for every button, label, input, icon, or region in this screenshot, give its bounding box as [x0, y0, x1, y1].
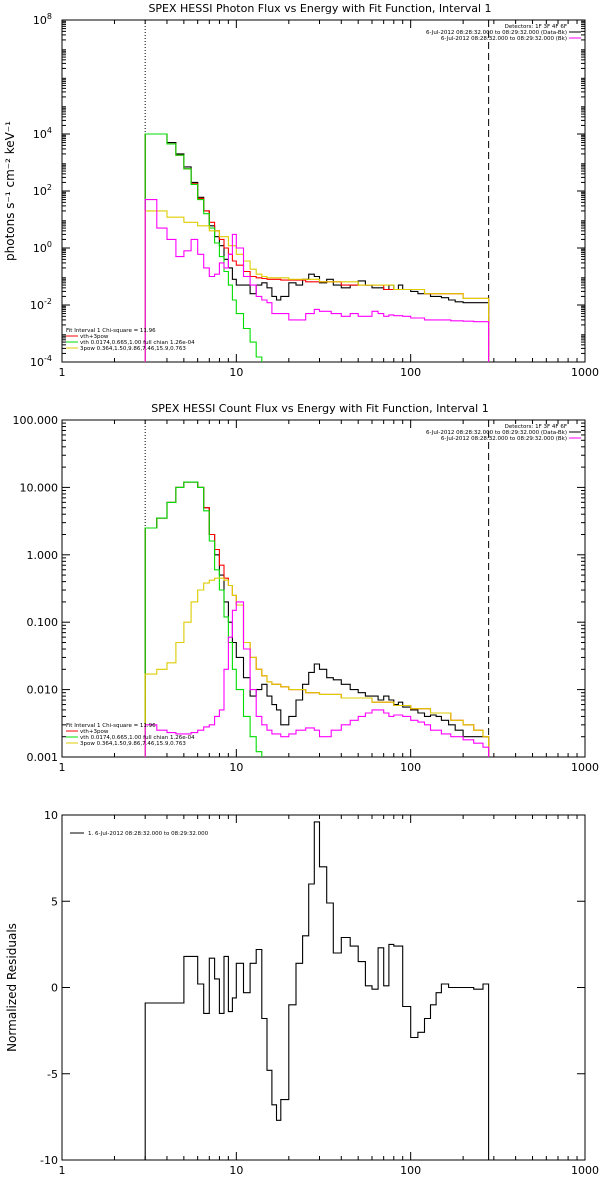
- photon-flux-legend-right-text: Detectors: 1F 3F 4F 6F: [505, 24, 567, 30]
- photon-flux-y-tick-label: 10-4: [30, 354, 52, 369]
- residuals-y-axis-label: Normalized Residuals: [5, 923, 19, 1052]
- photon-flux-legend-right-text: 6-Jul-2012 08:28:32.000 to 08:29:32.000 …: [441, 36, 567, 42]
- photon-flux-title: SPEX HESSI Photon Flux vs Energy with Fi…: [148, 2, 491, 15]
- count-flux-x-tick-label: 1000: [571, 761, 599, 774]
- photon-flux-axes-frame: [61, 19, 586, 363]
- photon-flux-x-tick-label: 10: [229, 366, 243, 379]
- residuals-x-tick-label: 10: [229, 1164, 243, 1177]
- photon-flux-series-vth: [144, 133, 263, 362]
- photon-flux-x-tick-label: 1000: [571, 366, 599, 379]
- count-flux-x-tick-label: 10: [229, 761, 243, 774]
- photon-flux-series-data-bk: [144, 133, 490, 362]
- photon-flux-series-group: [144, 133, 490, 362]
- count-flux-legend-right-text: 6-Jul-2012 08:28:32.000 to 08:29:32.000 …: [441, 436, 567, 442]
- count-flux-legend-right-text: Detectors: 1F 3F 4F 6F: [505, 424, 567, 430]
- count-flux-legend-left-text: vth 0.0174,0.665,1.00 full chian 1.26e-0…: [80, 735, 195, 741]
- count-flux-axes-frame: [61, 419, 586, 758]
- photon-flux-legend-left-text: vth+3pow: [80, 334, 109, 340]
- count-flux-series-data-bk: [144, 481, 490, 757]
- residuals-y-tick-label: -5: [47, 1068, 58, 1081]
- count-flux-legend-right-text: 6-Jul-2012 08:28:32.000 to 08:29:32.000 …: [426, 430, 567, 436]
- count-flux-y-tick-label: 0.100: [27, 616, 59, 629]
- residuals-y-tick-label: 5: [51, 895, 58, 908]
- photon-flux-x-tick-label: 100: [400, 366, 421, 379]
- count-flux-series-vth: [144, 481, 263, 757]
- count-flux-legend-left-text: vth+3pow: [80, 729, 109, 735]
- count-flux-y-tick-label: 100.000: [13, 414, 59, 427]
- count-flux-series-vth-3pow: [144, 481, 490, 757]
- residuals-legend-text: 1. 6-Jul-2012 08:28:32.000 to 08:29:32.0…: [88, 831, 209, 837]
- photon-flux-y-tick-label: 10-2: [30, 297, 52, 312]
- count-flux-legend-left-text: 3pow 0.364,1.50,9.86,7.46,15.9,0.763: [80, 741, 186, 747]
- residuals-y-tick-label: 0: [51, 982, 58, 995]
- residuals-series-1-6-jul-2012-08-28-32-000-to-08-29-32-000: [144, 821, 490, 1160]
- photon-flux-y-tick-label: 108: [33, 12, 52, 27]
- count-flux-y-tick-label: 10.000: [20, 481, 59, 494]
- count-flux-y-tick-label: 0.001: [27, 751, 59, 764]
- photon-flux-panel: SPEX HESSI Photon Flux vs Energy with Fi…: [3, 2, 599, 379]
- photon-flux-series-3pow: [144, 210, 490, 362]
- photon-flux-legend-left-text: vth 0.0174,0.665,1.00 full chian 1.26e-0…: [80, 340, 195, 346]
- photon-flux-legend-right-text: 6-Jul-2012 08:28:32.000 to 08:29:32.000 …: [426, 30, 567, 36]
- photon-flux-legend-left-text: Fit Interval 1 Chi-square = 11.96: [66, 328, 156, 334]
- photon-flux-series-vth-3pow: [144, 133, 490, 362]
- residuals-x-tick-label: 1000: [571, 1164, 599, 1177]
- photon-flux-series-bk: [144, 199, 490, 362]
- count-flux-y-tick-label: 1.000: [27, 549, 59, 562]
- count-flux-legend-left-text: Fit Interval 1 Chi-square = 11.96: [66, 723, 156, 729]
- photon-flux-y-axis-label: photons s⁻¹ cm⁻² keV⁻¹: [3, 121, 17, 261]
- count-flux-series-3pow: [144, 577, 490, 757]
- count-flux-series-bk: [144, 601, 490, 757]
- photon-flux-y-tick-label: 100: [33, 240, 52, 255]
- photon-flux-x-tick-label: 1: [59, 366, 66, 379]
- count-flux-panel: SPEX HESSI Count Flux vs Energy with Fit…: [13, 402, 600, 774]
- residuals-panel: 1 10 100 1000 -10 -5 0 5 10 Normalized Residuals 1…: [5, 809, 599, 1177]
- residuals-y-tick-label: -10: [40, 1154, 58, 1167]
- count-flux-series-group: [144, 481, 490, 757]
- residuals-x-tick-label: 1: [59, 1164, 66, 1177]
- count-flux-title: SPEX HESSI Count Flux vs Energy with Fit…: [151, 402, 488, 415]
- photon-flux-y-tick-label: 104: [33, 126, 52, 141]
- photon-flux-y-tick-label: 102: [33, 183, 52, 198]
- count-flux-x-tick-label: 1: [59, 761, 66, 774]
- residuals-series-group: [144, 821, 490, 1160]
- photon-flux-legend-left-text: 3pow 0.364,1.50,9.86,7.46,15.9,0.763: [80, 346, 186, 352]
- count-flux-x-tick-label: 100: [400, 761, 421, 774]
- residuals-x-tick-label: 100: [400, 1164, 421, 1177]
- residuals-y-tick-label: 10: [44, 809, 58, 822]
- count-flux-y-tick-label: 0.010: [27, 684, 59, 697]
